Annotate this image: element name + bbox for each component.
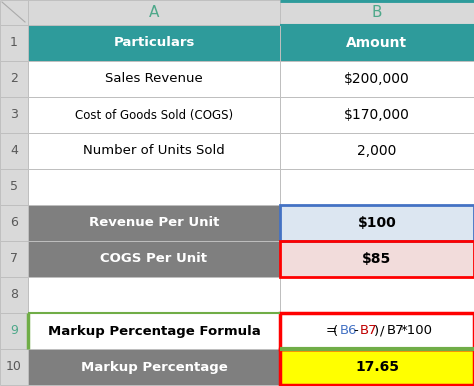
Text: 8: 8: [10, 288, 18, 301]
Bar: [28, 61, 280, 97]
Bar: [28, 133, 280, 169]
Bar: [28, 313, 280, 349]
Text: B7: B7: [360, 325, 378, 337]
Bar: [280, 205, 474, 241]
Bar: [0, 25, 28, 61]
Text: -: -: [353, 325, 358, 337]
Text: 1: 1: [10, 37, 18, 49]
Text: B7: B7: [387, 325, 405, 337]
Bar: [28, 205, 280, 241]
Text: B6: B6: [339, 325, 357, 337]
Bar: [280, 61, 474, 97]
Bar: [280, 133, 474, 169]
Bar: [280, 241, 474, 277]
Bar: [28, 0, 280, 25]
Text: COGS Per Unit: COGS Per Unit: [100, 252, 208, 266]
Bar: [0, 133, 28, 169]
Bar: [0, 169, 28, 205]
Text: Particulars: Particulars: [113, 37, 195, 49]
Bar: [0, 0, 28, 25]
Text: /: /: [381, 325, 385, 337]
Text: 2,000: 2,000: [357, 144, 397, 158]
Bar: [0, 241, 28, 277]
Text: $170,000: $170,000: [344, 108, 410, 122]
Bar: [28, 169, 280, 205]
Text: 3: 3: [10, 108, 18, 122]
Text: A: A: [149, 5, 159, 20]
Text: Markup Percentage: Markup Percentage: [81, 361, 228, 374]
Bar: [280, 349, 474, 385]
Bar: [0, 97, 28, 133]
Text: 4: 4: [10, 144, 18, 157]
Text: 17.65: 17.65: [355, 360, 399, 374]
Bar: [280, 169, 474, 205]
Bar: [0, 349, 28, 385]
Text: $85: $85: [362, 252, 392, 266]
Bar: [280, 241, 474, 277]
Text: 6: 6: [10, 217, 18, 230]
Text: Revenue Per Unit: Revenue Per Unit: [89, 217, 219, 230]
Text: Number of Units Sold: Number of Units Sold: [83, 144, 225, 157]
Bar: [0, 61, 28, 97]
Bar: [0, 313, 28, 349]
Text: Cost of Goods Sold (COGS): Cost of Goods Sold (COGS): [75, 108, 233, 122]
Bar: [28, 25, 280, 61]
Text: 10: 10: [6, 361, 22, 374]
Bar: [28, 349, 280, 385]
Bar: [280, 0, 474, 25]
Bar: [0, 277, 28, 313]
Bar: [280, 349, 474, 385]
Text: 9: 9: [10, 325, 18, 337]
Text: (: (: [333, 325, 338, 337]
Bar: [28, 97, 280, 133]
Text: 5: 5: [10, 181, 18, 193]
Text: B: B: [372, 5, 382, 20]
Text: 7: 7: [10, 252, 18, 266]
Text: ): ): [374, 325, 379, 337]
Text: Amount: Amount: [346, 36, 408, 50]
Text: =: =: [326, 325, 337, 337]
Bar: [280, 205, 474, 241]
Bar: [280, 313, 474, 349]
Text: Markup Percentage Formula: Markup Percentage Formula: [47, 325, 260, 337]
Text: 2: 2: [10, 73, 18, 86]
Text: $100: $100: [357, 216, 396, 230]
Bar: [280, 97, 474, 133]
Bar: [280, 25, 474, 61]
Bar: [0, 205, 28, 241]
Bar: [280, 277, 474, 313]
Text: Sales Revenue: Sales Revenue: [105, 73, 203, 86]
Text: $200,000: $200,000: [344, 72, 410, 86]
Bar: [28, 277, 280, 313]
Bar: [280, 313, 474, 349]
Text: *100: *100: [401, 325, 433, 337]
Bar: [28, 241, 280, 277]
